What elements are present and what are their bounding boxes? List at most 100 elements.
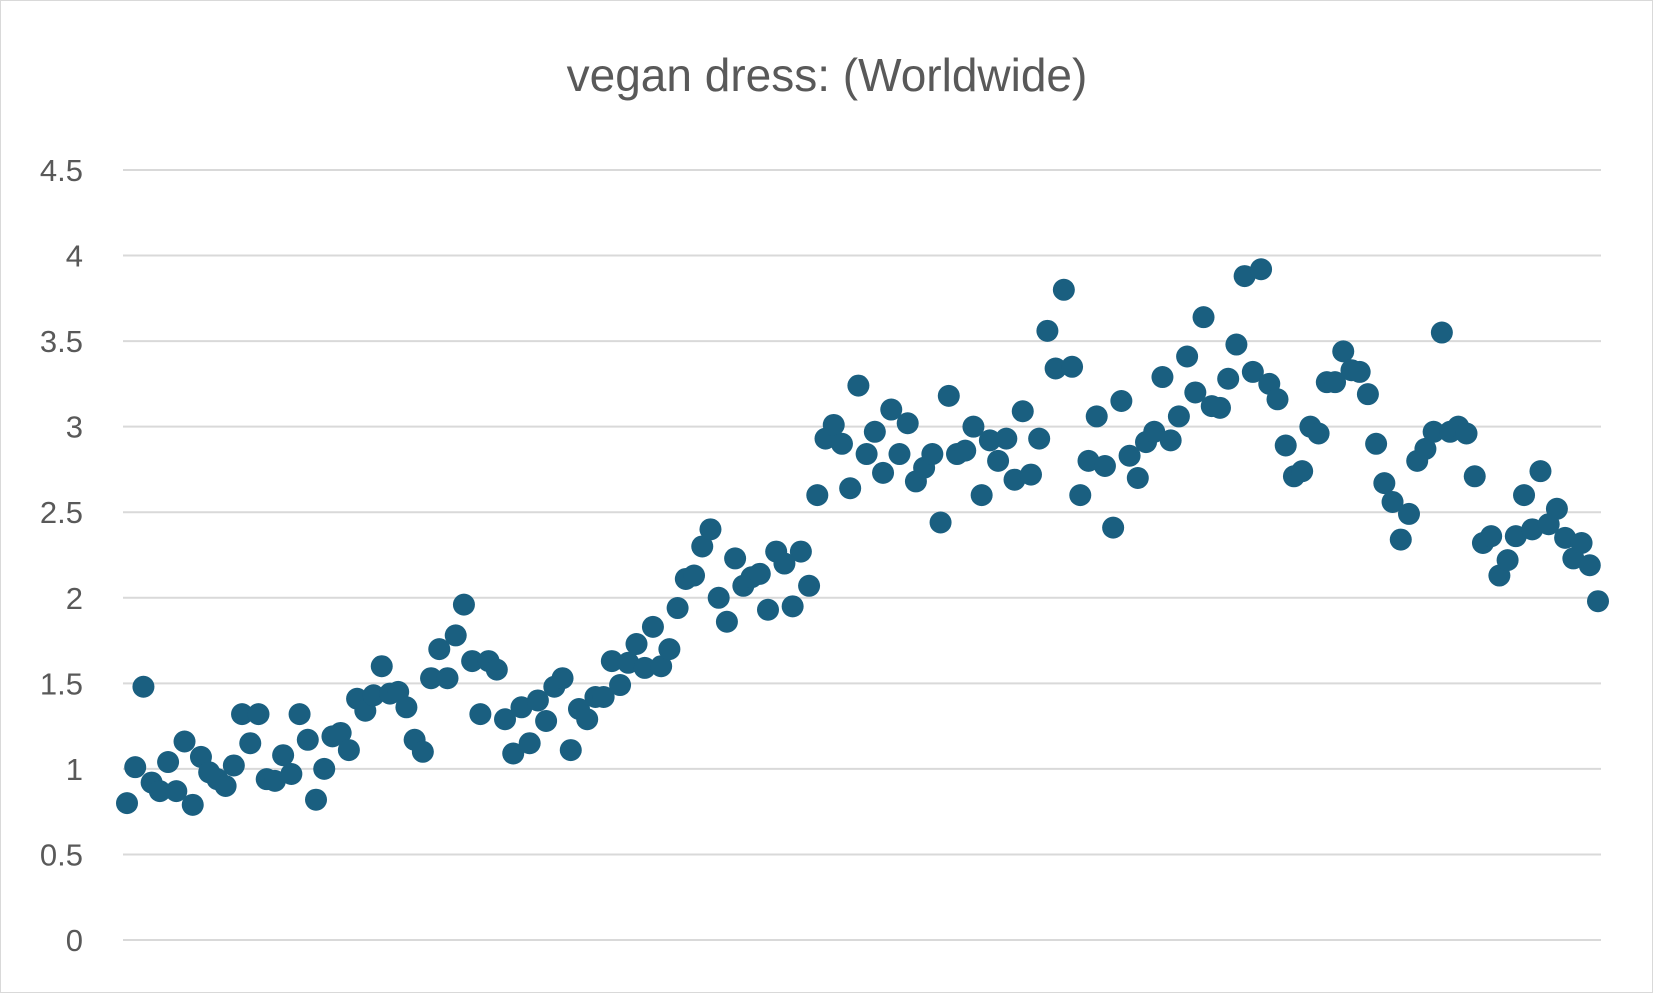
data-point bbox=[921, 443, 944, 466]
data-point bbox=[1463, 465, 1486, 488]
y-tick-label: 4 bbox=[66, 239, 83, 274]
data-point bbox=[896, 412, 919, 435]
data-point bbox=[1348, 360, 1371, 383]
data-point bbox=[1587, 590, 1609, 613]
data-point bbox=[165, 780, 188, 803]
data-point bbox=[855, 443, 878, 466]
data-point bbox=[1274, 434, 1297, 457]
data-point bbox=[929, 511, 952, 534]
data-point bbox=[872, 461, 895, 484]
data-point bbox=[1545, 497, 1568, 520]
data-point bbox=[576, 708, 599, 731]
data-point bbox=[1513, 484, 1536, 507]
data-point bbox=[362, 684, 385, 707]
data-point bbox=[888, 443, 911, 466]
data-point bbox=[600, 650, 623, 673]
data-point bbox=[1570, 532, 1593, 555]
data-point bbox=[666, 597, 689, 620]
data-point bbox=[1455, 422, 1478, 445]
data-point bbox=[962, 415, 985, 438]
data-point bbox=[411, 740, 434, 763]
data-point bbox=[1143, 420, 1166, 443]
data-point bbox=[880, 398, 903, 421]
data-point bbox=[181, 793, 204, 816]
data-point bbox=[1365, 432, 1388, 455]
data-point bbox=[469, 703, 492, 726]
data-point bbox=[1159, 429, 1182, 452]
data-point bbox=[1307, 422, 1330, 445]
data-point bbox=[707, 586, 730, 609]
data-point bbox=[847, 374, 870, 397]
data-point bbox=[715, 610, 738, 633]
y-tick-label: 2 bbox=[66, 581, 83, 616]
data-point bbox=[559, 739, 582, 762]
data-point bbox=[970, 484, 993, 507]
data-point bbox=[748, 562, 771, 585]
data-point bbox=[987, 449, 1010, 472]
y-tick-label: 4.5 bbox=[40, 153, 83, 188]
data-point bbox=[1324, 371, 1347, 394]
data-point bbox=[1019, 463, 1042, 486]
data-point bbox=[1332, 340, 1355, 363]
data-point bbox=[863, 420, 886, 443]
gridlines bbox=[123, 169, 1601, 941]
data-point bbox=[370, 655, 393, 678]
data-point bbox=[1430, 321, 1453, 344]
data-point bbox=[1250, 258, 1273, 281]
data-point bbox=[1167, 405, 1190, 428]
data-point bbox=[937, 384, 960, 407]
data-point bbox=[461, 650, 484, 673]
data-point bbox=[1069, 484, 1092, 507]
data-point bbox=[157, 751, 180, 774]
data-point bbox=[773, 552, 796, 575]
data-point bbox=[494, 708, 517, 731]
data-point bbox=[124, 756, 147, 779]
data-point bbox=[313, 757, 336, 780]
data-point bbox=[830, 432, 853, 455]
data-point bbox=[1356, 383, 1379, 406]
data-point bbox=[551, 667, 574, 690]
data-point bbox=[444, 624, 467, 647]
data-points bbox=[116, 258, 1609, 816]
y-tick-label: 3 bbox=[66, 410, 83, 445]
data-point bbox=[1241, 360, 1264, 383]
data-point bbox=[485, 658, 508, 681]
data-point bbox=[806, 484, 829, 507]
data-point bbox=[625, 632, 648, 655]
data-point bbox=[1217, 367, 1240, 390]
y-tick-label: 3.5 bbox=[40, 324, 83, 359]
data-point bbox=[1176, 345, 1199, 368]
data-point bbox=[296, 728, 319, 751]
data-point bbox=[272, 744, 295, 767]
data-point bbox=[781, 595, 804, 618]
y-tick-label: 2.5 bbox=[40, 495, 83, 530]
data-point bbox=[148, 780, 171, 803]
data-point bbox=[1061, 355, 1084, 378]
data-point bbox=[641, 615, 664, 638]
data-point bbox=[173, 730, 196, 753]
data-point bbox=[798, 574, 821, 597]
data-point bbox=[420, 667, 443, 690]
data-point bbox=[1118, 444, 1141, 467]
data-point bbox=[1496, 549, 1519, 572]
data-point bbox=[231, 703, 254, 726]
data-point bbox=[239, 732, 262, 755]
data-point bbox=[1266, 388, 1289, 411]
data-point bbox=[222, 754, 245, 777]
y-tick-label: 1.5 bbox=[40, 666, 83, 701]
data-point bbox=[1126, 467, 1149, 489]
data-point bbox=[518, 732, 541, 755]
data-point bbox=[1225, 333, 1248, 356]
data-point bbox=[1093, 455, 1116, 478]
data-point bbox=[1102, 516, 1125, 539]
data-point bbox=[1184, 381, 1207, 404]
y-axis: 0 0.5 1 1.5 2 2.5 3 3.5 4 4.5 bbox=[40, 153, 83, 958]
data-point bbox=[395, 696, 418, 719]
data-point bbox=[1011, 400, 1034, 423]
data-point bbox=[1044, 357, 1067, 380]
data-point bbox=[592, 686, 615, 709]
data-point bbox=[658, 638, 681, 661]
data-point bbox=[502, 742, 525, 765]
